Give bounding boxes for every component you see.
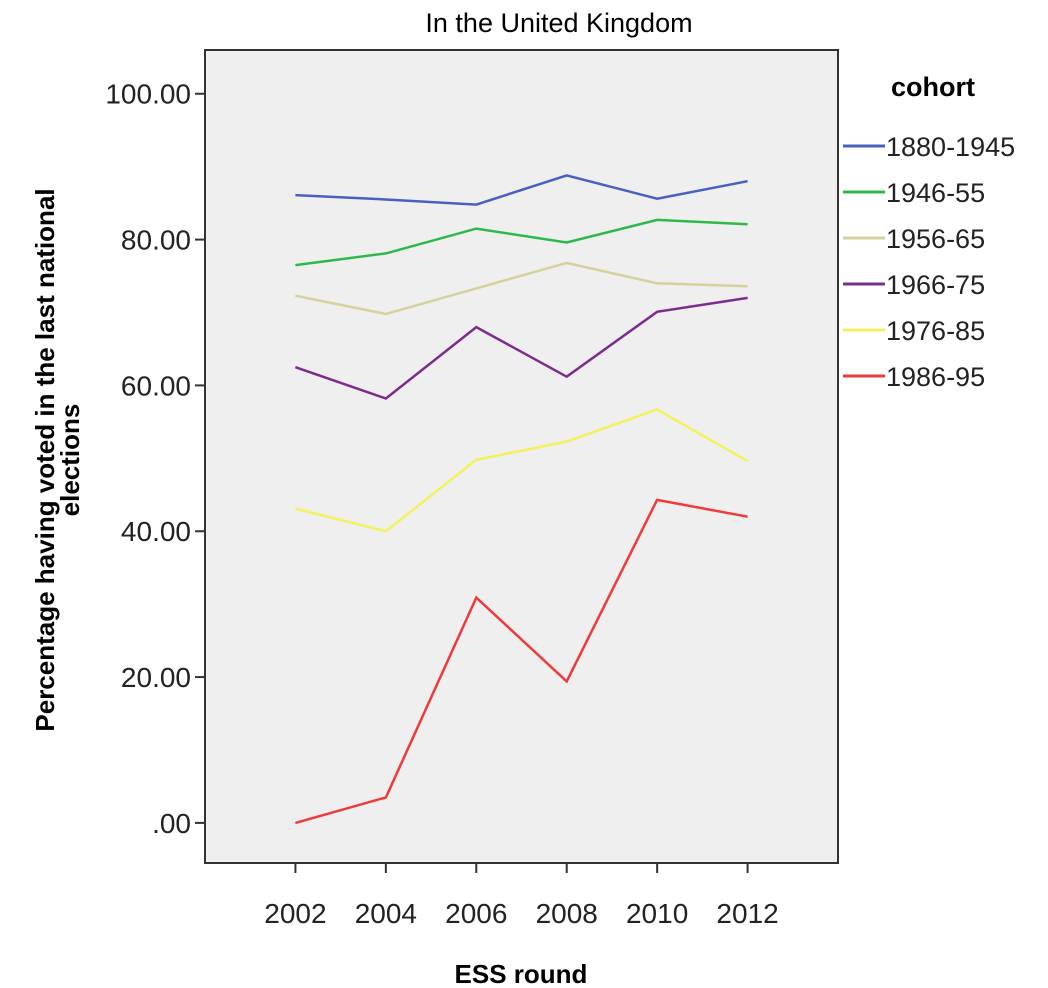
series-layer	[294, 174, 749, 825]
series-line-1966-75	[294, 296, 748, 400]
legend: 1880-1945 1946-55 1956-65 1966-75 1976-85 198…	[843, 132, 1015, 392]
x-tick-label: 2012	[716, 898, 778, 929]
y-axis: .00 20.00 40.00 60.00 80.00 100.00	[105, 79, 205, 839]
y-axis-title-line-2: elections	[55, 404, 85, 517]
legend-label: 1966-75	[886, 270, 985, 300]
y-axis-title-group: Percentage having voted in the last nati…	[30, 188, 85, 731]
legend-title: cohort	[891, 72, 975, 102]
y-axis-title-line-1: Percentage having voted in the last nati…	[30, 188, 60, 731]
x-tick-label: 2010	[626, 898, 688, 929]
legend-label: 1956-65	[886, 224, 985, 254]
x-axis-title: ESS round	[455, 959, 588, 988]
x-tick-label: 2002	[264, 898, 326, 929]
series-line-1956-65	[295, 261, 748, 316]
y-tick-label: 60.00	[121, 370, 191, 401]
plot-area	[204, 49, 839, 864]
y-tick-label: 80.00	[121, 225, 191, 256]
x-tick-label: 2008	[536, 898, 598, 929]
x-tick-label: 2004	[355, 898, 417, 929]
x-tick-label: 2006	[445, 898, 507, 929]
chart-title: In the United Kingdom	[425, 8, 692, 38]
y-tick-label: .00	[152, 808, 191, 839]
legend-label: 1976-85	[886, 316, 985, 346]
series-line-1880-1945	[295, 174, 748, 206]
series-line-1946-55	[295, 218, 748, 267]
y-tick-label: 40.00	[121, 516, 191, 547]
legend-label: 1946-55	[886, 178, 985, 208]
legend-label: 1880-1945	[886, 132, 1015, 162]
x-axis: 2002 2004 2006 2008 2010 2012	[264, 863, 779, 929]
y-tick-label: 100.00	[105, 79, 191, 110]
series-line-1986-95	[295, 498, 748, 825]
y-tick-label: 20.00	[121, 662, 191, 693]
series-line-1976-85	[295, 408, 749, 533]
legend-label: 1986-95	[886, 362, 985, 392]
